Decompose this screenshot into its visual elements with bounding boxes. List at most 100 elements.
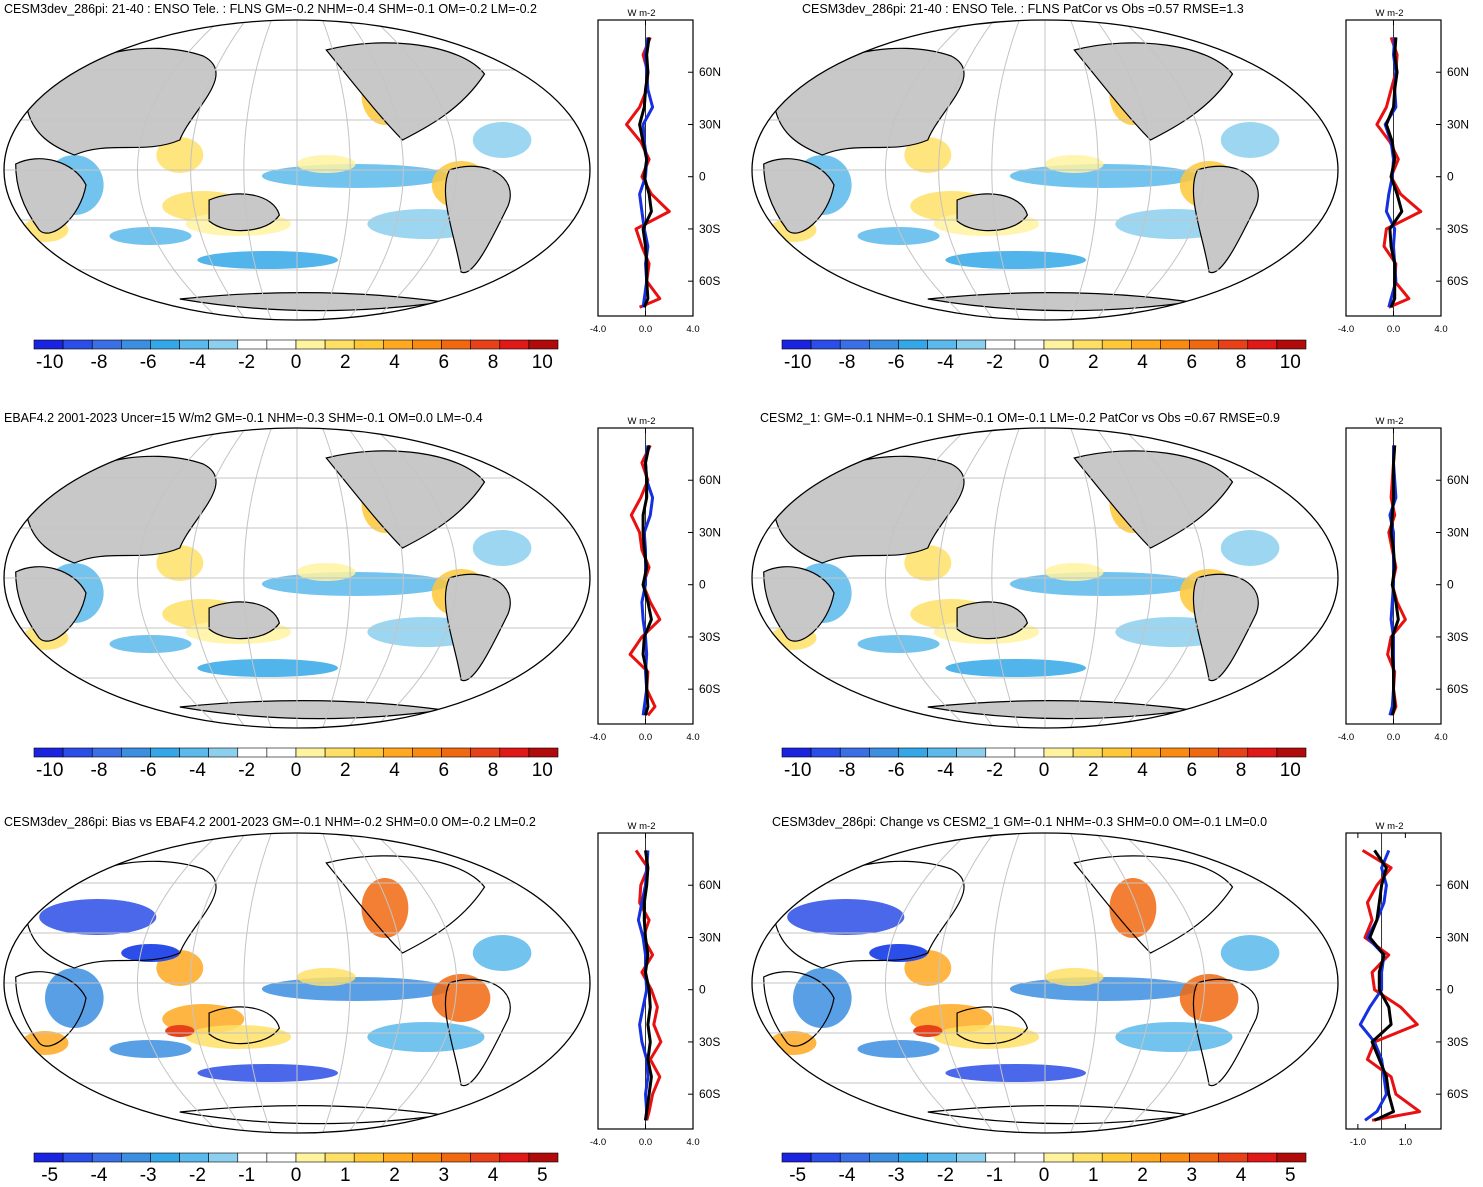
graticule-longitude bbox=[1095, 428, 1152, 728]
graticule-longitude bbox=[938, 20, 995, 320]
map-field bbox=[752, 833, 1338, 1133]
profile-x-label: -1.0 bbox=[1350, 1137, 1366, 1148]
colorbar-swatch bbox=[839, 339, 870, 350]
profile-lat-label: 60N bbox=[699, 878, 721, 892]
colorbar-swatch bbox=[412, 747, 442, 758]
colorbar-swatch bbox=[499, 1152, 530, 1163]
profile-series-other bbox=[638, 37, 653, 308]
profile-lat-label: 60N bbox=[1447, 65, 1469, 79]
graticule-longitude bbox=[1121, 428, 1206, 728]
profile-series-obs bbox=[1358, 849, 1391, 1122]
profile-x-label: 4.0 bbox=[686, 324, 699, 335]
profile-series-other bbox=[642, 850, 653, 1121]
continent-outline bbox=[325, 450, 486, 549]
continent-outline bbox=[15, 971, 87, 1047]
graticule-longitude bbox=[373, 428, 458, 728]
negative-anomaly-region bbox=[945, 659, 1087, 677]
graticule-longitude bbox=[136, 20, 221, 320]
profile-lat-label: 30S bbox=[1447, 1035, 1468, 1049]
colorbar-label: -6 bbox=[888, 760, 905, 781]
colorbar-label: -10 bbox=[36, 760, 63, 781]
graticule-longitude bbox=[938, 428, 995, 728]
positive-anomaly-region bbox=[1045, 155, 1104, 173]
negative-anomaly-region bbox=[39, 899, 157, 935]
continent-outline bbox=[1192, 978, 1259, 1087]
profile-x-label: 4.0 bbox=[686, 732, 699, 743]
colorbar-label: -5 bbox=[41, 1165, 58, 1186]
colorbar-swatch bbox=[150, 747, 180, 758]
colorbar-swatch bbox=[1072, 1152, 1103, 1163]
colorbar-label: 0 bbox=[1039, 352, 1050, 373]
profile-x-label: 0.0 bbox=[639, 732, 652, 743]
continent-outline bbox=[444, 573, 511, 682]
colorbar-label: 2 bbox=[340, 760, 351, 781]
colorbar-swatch bbox=[470, 339, 501, 350]
profile-x-label: -4.0 bbox=[1338, 732, 1354, 743]
panel-3: -10 -8 -6 -4 -2 0 2 4 6 8 10 W m-2 60N 30N 0 30S 60S -4.0… bbox=[3, 416, 721, 781]
continent-outline bbox=[325, 855, 486, 954]
negative-anomaly-region bbox=[945, 251, 1087, 269]
colorbar-label: 2 bbox=[389, 1165, 400, 1186]
profile-x-label: 4.0 bbox=[686, 1137, 699, 1148]
graticule-longitude bbox=[1070, 833, 1099, 1133]
colorbar-swatch bbox=[121, 747, 151, 758]
colorbar-swatch bbox=[1189, 1152, 1219, 1163]
colorbar-swatch bbox=[470, 747, 501, 758]
colorbar-swatch bbox=[33, 1152, 64, 1163]
graticule-longitude bbox=[243, 428, 272, 728]
colorbar-swatch bbox=[927, 1152, 957, 1163]
continent-outline bbox=[1073, 42, 1234, 141]
panel-2: -10 -8 -6 -4 -2 0 2 4 6 8 10 W m-2 60N 30N 0 30S 60S -4.0… bbox=[751, 8, 1469, 373]
colorbar-label: 4 bbox=[1137, 760, 1148, 781]
graticule-longitude bbox=[373, 20, 458, 320]
panel-6: -5 -4 -3 -2 -1 0 1 2 3 4 5 W m-2 60N 30N 0 30S 60S -1.0 1.… bbox=[751, 821, 1469, 1186]
profile-x-label: -4.0 bbox=[1338, 324, 1354, 335]
profile-unit-label: W m-2 bbox=[628, 821, 656, 832]
profile-x-label: 4.0 bbox=[1434, 732, 1447, 743]
map-border bbox=[3, 832, 591, 1134]
profile-lat-label: 60N bbox=[699, 473, 721, 487]
profile-lat-label: 0 bbox=[1447, 983, 1454, 997]
graticule-longitude bbox=[136, 428, 221, 728]
continent-outline bbox=[208, 1006, 281, 1045]
colorbar-label: 10 bbox=[532, 352, 553, 373]
colorbar-swatch bbox=[927, 747, 957, 758]
negative-anomaly-region bbox=[857, 227, 940, 245]
positive-anomaly-region bbox=[185, 1025, 292, 1049]
colorbar: -10 -8 -6 -4 -2 0 2 4 6 8 10 bbox=[33, 747, 559, 781]
colorbar-swatch bbox=[1043, 1152, 1074, 1163]
colorbar-label: -8 bbox=[91, 760, 108, 781]
colorbar-swatch bbox=[62, 1152, 93, 1163]
colorbar: -5 -4 -3 -2 -1 0 1 2 3 4 5 bbox=[33, 1152, 559, 1186]
colorbar-label: 6 bbox=[1187, 760, 1198, 781]
colorbar-label: -2 bbox=[189, 1165, 206, 1186]
colorbar-swatch bbox=[810, 1152, 841, 1163]
negative-anomaly-region bbox=[261, 977, 450, 1001]
map-border bbox=[3, 19, 591, 321]
colorbar-label: 10 bbox=[532, 760, 553, 781]
colorbar-label: -6 bbox=[140, 352, 157, 373]
colorbar-swatch bbox=[208, 339, 239, 350]
colorbar-swatch bbox=[1218, 1152, 1249, 1163]
colorbar-swatch bbox=[383, 747, 413, 758]
continent-outline bbox=[444, 165, 511, 274]
colorbar-label: 5 bbox=[1285, 1165, 1296, 1186]
negative-anomaly-region bbox=[261, 572, 450, 596]
colorbar-swatch bbox=[237, 339, 268, 350]
colorbar-label: -4 bbox=[937, 352, 954, 373]
negative-anomaly-region bbox=[261, 164, 450, 188]
colorbar-swatch bbox=[62, 339, 93, 350]
profile-lat-label: 0 bbox=[699, 170, 706, 184]
colorbar-label: -10 bbox=[784, 352, 811, 373]
profile-lat-label: 30N bbox=[699, 117, 721, 131]
graticule-longitude bbox=[991, 20, 1020, 320]
map-field bbox=[752, 428, 1338, 728]
profile-lat-label: 0 bbox=[699, 578, 706, 592]
continent-outline bbox=[1192, 573, 1259, 682]
colorbar-label: 6 bbox=[1187, 352, 1198, 373]
graticule-longitude bbox=[1070, 20, 1099, 320]
colorbar-swatch bbox=[869, 339, 899, 350]
colorbar-swatch bbox=[1276, 747, 1307, 758]
colorbar-swatch bbox=[898, 1152, 928, 1163]
graticule-longitude bbox=[373, 833, 458, 1133]
